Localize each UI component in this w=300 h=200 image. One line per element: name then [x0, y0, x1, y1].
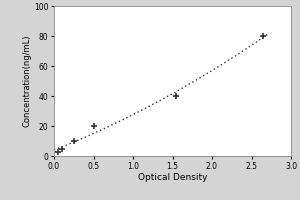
X-axis label: Optical Density: Optical Density [138, 173, 207, 182]
Y-axis label: Concentration(ng/mL): Concentration(ng/mL) [22, 35, 31, 127]
